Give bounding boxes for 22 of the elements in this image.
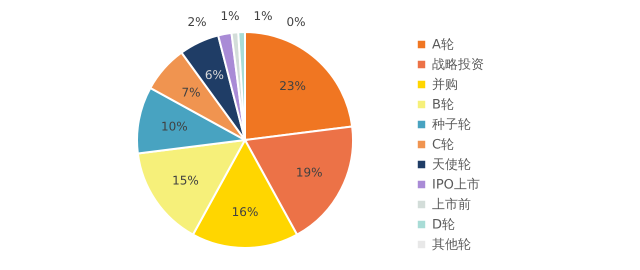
legend-label: B轮 <box>432 98 454 112</box>
legend-label: 天使轮 <box>432 158 471 172</box>
data-label: 2% <box>187 15 207 29</box>
legend-label: C轮 <box>432 138 454 152</box>
legend-label: 其他轮 <box>432 238 471 252</box>
data-label: 6% <box>204 68 224 82</box>
text: 0% <box>286 15 306 29</box>
data-label: 1% <box>220 9 240 23</box>
legend-label: IPO上市 <box>432 178 480 192</box>
legend-label: 并购 <box>432 78 458 92</box>
data-label: 7% <box>181 85 201 100</box>
legend-label: D轮 <box>432 218 456 232</box>
legend-label: 战略投资 <box>432 58 484 72</box>
data-label: 10% <box>160 120 188 134</box>
data-label: 19% <box>296 166 322 180</box>
data-label: 23% <box>279 78 306 93</box>
data-label: 15% <box>172 173 199 188</box>
legend-label: 种子轮 <box>432 118 471 132</box>
legend-label: 上市前 <box>432 198 471 212</box>
data-label: 16% <box>232 205 258 219</box>
data-label: 1% <box>253 9 273 23</box>
legend-label: A轮 <box>432 38 454 52</box>
